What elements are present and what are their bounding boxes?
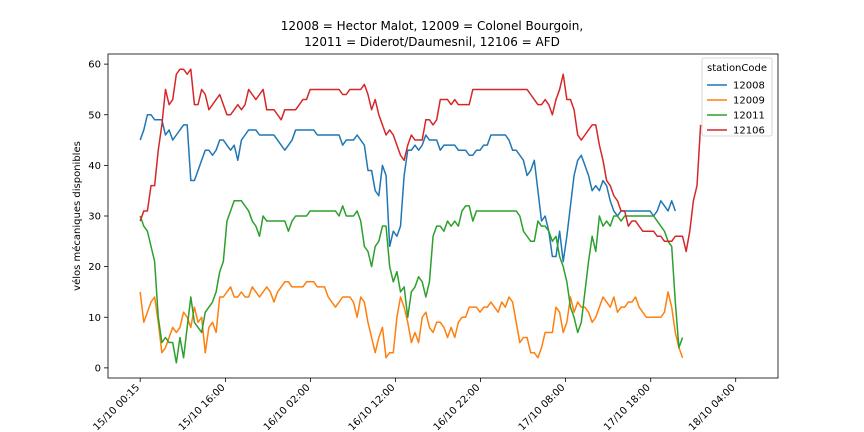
y-tick-label-1: 10 bbox=[88, 313, 101, 324]
legend-title: stationCode bbox=[707, 63, 767, 74]
legend-label-12106: 12106 bbox=[733, 126, 765, 137]
legend-label-12011: 12011 bbox=[733, 111, 765, 122]
chart-title-line-2: 12011 = Diderot/Daumesnil, 12106 = AFD bbox=[304, 35, 560, 49]
series-line-12106 bbox=[139, 68, 702, 253]
y-tick-label-0: 0 bbox=[95, 363, 101, 374]
y-axis-label: vélos mécaniques disponibles bbox=[71, 141, 83, 291]
chart-title-line-1: 12008 = Hector Malot, 12009 = Colonel Bo… bbox=[281, 19, 583, 33]
legend-label-12009: 12009 bbox=[733, 96, 765, 107]
plot-frame bbox=[107, 53, 779, 379]
legend: stationCode 12008 12009 12011 12106 bbox=[701, 57, 773, 137]
legend-label-12008: 12008 bbox=[733, 81, 765, 92]
legend-box bbox=[701, 57, 773, 137]
y-tick-label-5: 50 bbox=[88, 110, 101, 121]
y-tick-label-2: 20 bbox=[88, 262, 101, 273]
y-tick-label-3: 30 bbox=[88, 212, 101, 223]
y-tick-label-4: 40 bbox=[88, 161, 101, 172]
series-layer bbox=[139, 68, 702, 364]
series-line-12008 bbox=[139, 114, 677, 263]
y-tick-label-6: 60 bbox=[88, 60, 101, 71]
series-line-12009 bbox=[139, 281, 684, 359]
series-line-12011 bbox=[139, 200, 684, 364]
